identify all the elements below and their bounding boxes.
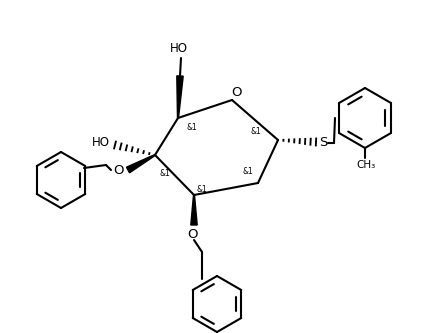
Text: &1: &1 [250,127,261,136]
Text: O: O [231,86,241,99]
Text: &1: &1 [187,124,198,133]
Polygon shape [126,155,155,173]
Polygon shape [177,76,183,118]
Text: HO: HO [92,137,110,150]
Text: &1: &1 [243,166,253,175]
Text: HO: HO [170,42,188,55]
Text: &1: &1 [159,168,170,177]
Text: S: S [319,137,327,150]
Text: CH₃: CH₃ [356,160,376,170]
Polygon shape [191,195,197,225]
Text: O: O [187,227,197,240]
Text: &1: &1 [197,185,207,194]
Text: O: O [113,165,123,177]
